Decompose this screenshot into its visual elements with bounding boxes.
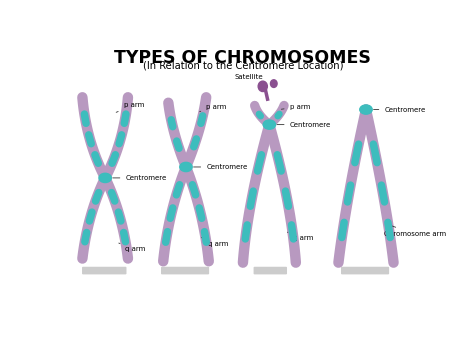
FancyBboxPatch shape: [254, 267, 287, 274]
Text: Centromere: Centromere: [113, 175, 167, 181]
Text: q arm: q arm: [287, 232, 314, 241]
Text: q arm: q arm: [119, 243, 146, 252]
Text: Centromere: Centromere: [277, 122, 331, 127]
Circle shape: [360, 105, 372, 114]
Circle shape: [99, 173, 111, 182]
Text: (In Relation to the Centromere Location): (In Relation to the Centromere Location): [143, 61, 343, 71]
FancyBboxPatch shape: [341, 267, 389, 274]
Text: p arm: p arm: [116, 103, 144, 112]
Text: Centromere: Centromere: [193, 164, 247, 170]
Text: p arm: p arm: [281, 104, 310, 110]
Ellipse shape: [271, 80, 277, 87]
Circle shape: [263, 120, 275, 129]
Text: Satellite: Satellite: [235, 74, 264, 85]
Text: q arm: q arm: [201, 237, 228, 246]
FancyBboxPatch shape: [82, 267, 127, 274]
Text: Chromosome arm: Chromosome arm: [383, 224, 446, 237]
Text: p arm: p arm: [200, 104, 227, 111]
Circle shape: [180, 162, 192, 171]
Ellipse shape: [258, 81, 267, 92]
FancyBboxPatch shape: [161, 267, 209, 274]
Text: Centromere: Centromere: [374, 106, 426, 113]
Text: TYPES OF CHROMOSOMES: TYPES OF CHROMOSOMES: [115, 49, 371, 67]
